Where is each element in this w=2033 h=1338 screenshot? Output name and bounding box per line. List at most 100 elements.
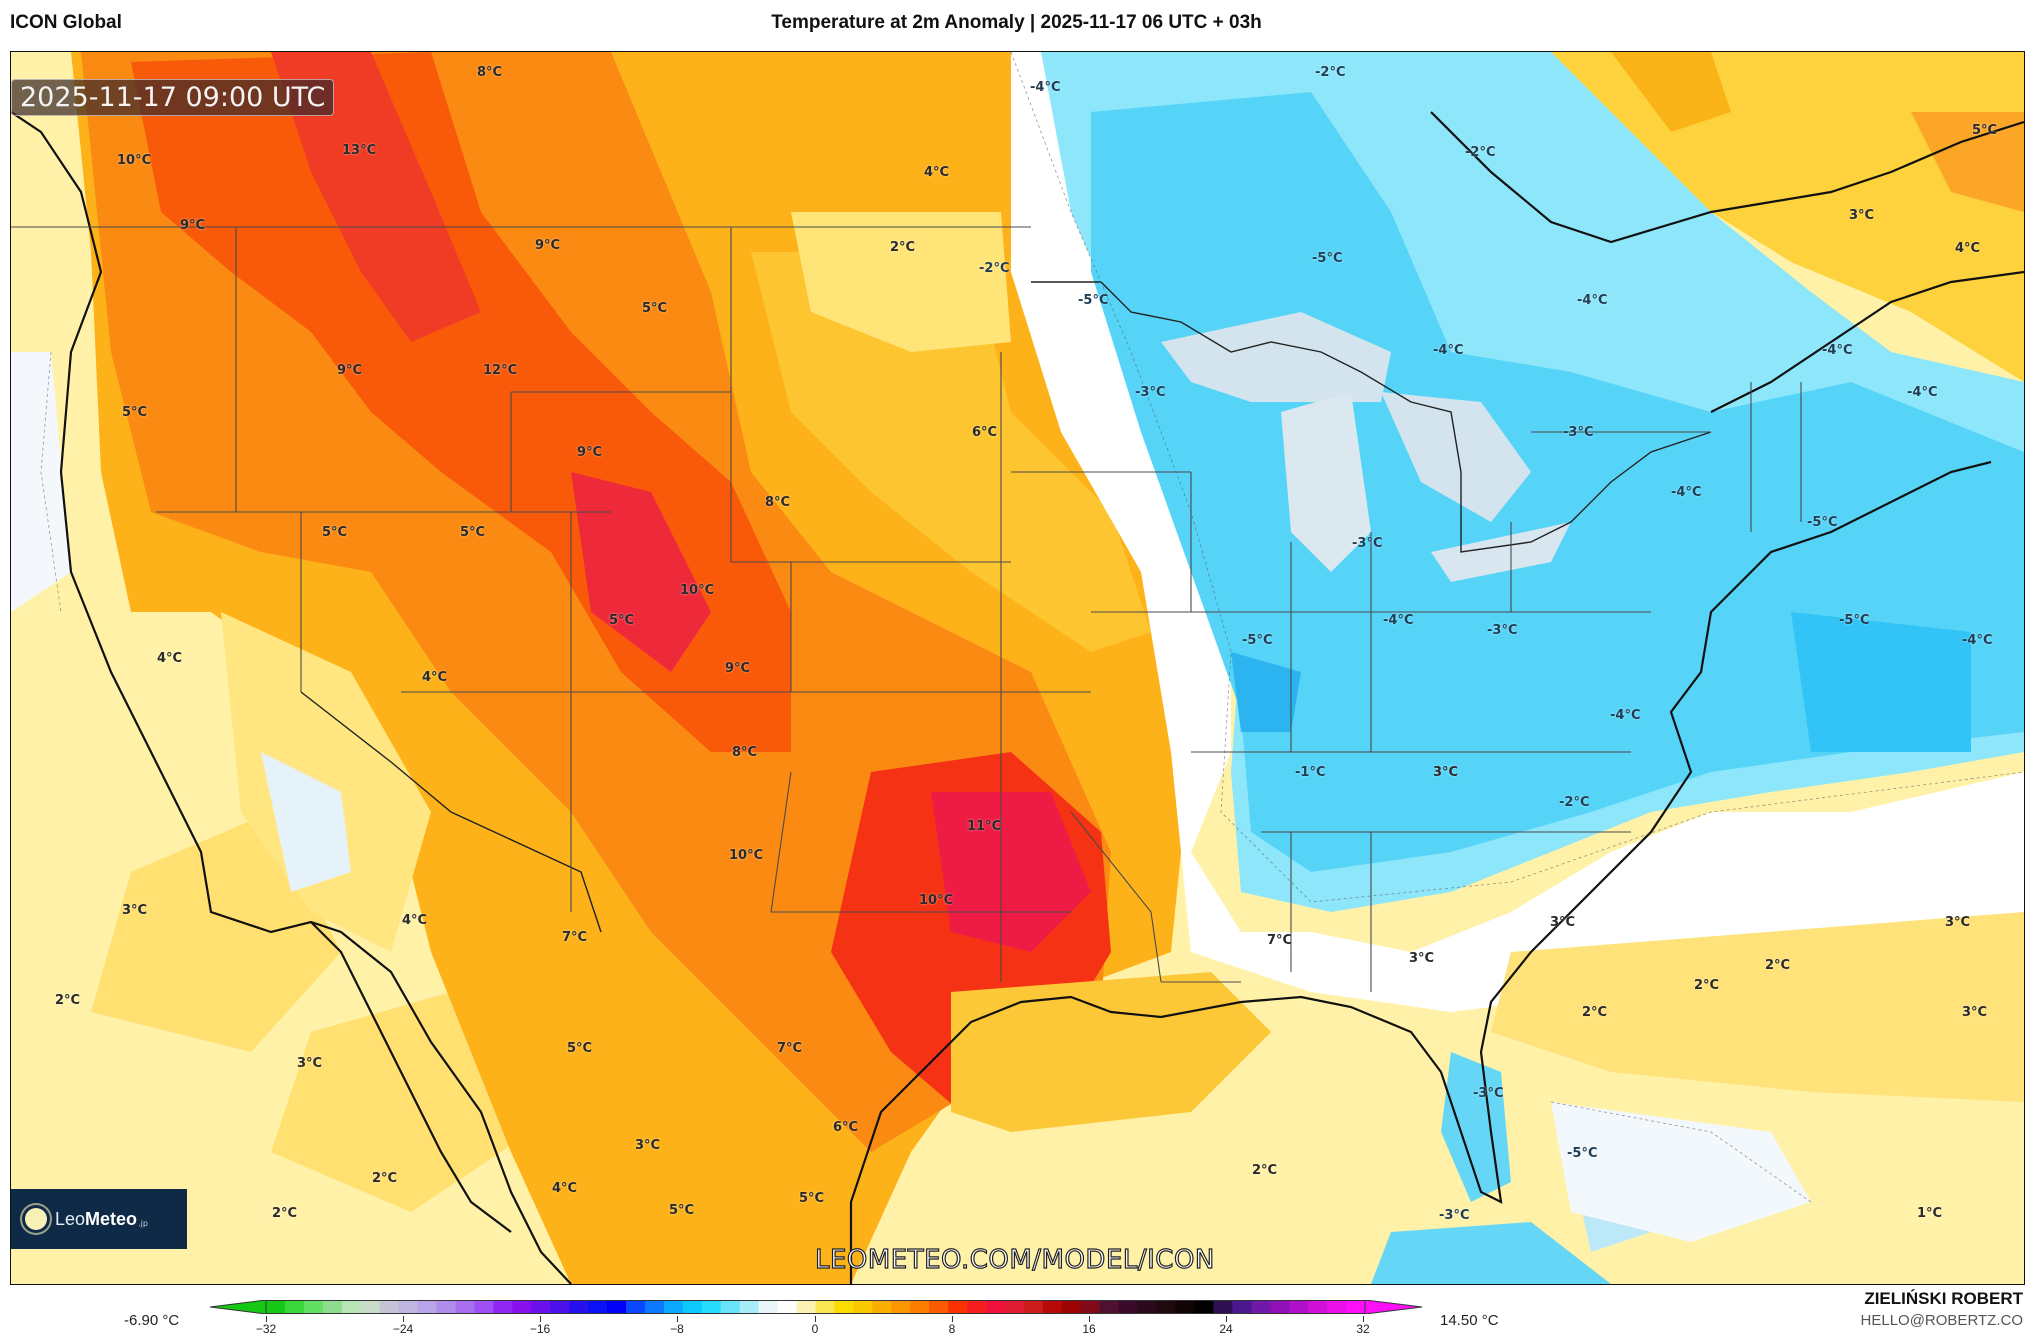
temperature-label: 2°C	[272, 1206, 298, 1221]
colorbar-tick-label: −24	[392, 1322, 414, 1336]
temperature-label: 5°C	[567, 1041, 593, 1056]
colorbar-max-arrow	[1364, 1300, 1422, 1314]
colorbar-tick	[1363, 1316, 1364, 1322]
temperature-label: -2°C	[1315, 65, 1346, 80]
colorbar-min-value: -6.90 °C	[124, 1312, 180, 1329]
colorbar-tick-label: 32	[1356, 1322, 1370, 1336]
temperature-label: 5°C	[609, 613, 635, 628]
temperature-label: -5°C	[1839, 613, 1870, 628]
temperature-label: 3°C	[635, 1138, 661, 1153]
temperature-label: 7°C	[1267, 933, 1293, 948]
author-name: ZIELIŃSKI ROBERT	[1864, 1289, 2023, 1308]
temperature-label: 5°C	[460, 525, 486, 540]
temperature-label: 10°C	[117, 153, 152, 168]
colorbar-min-arrow	[210, 1300, 267, 1314]
temperature-label: 1°C	[1917, 1206, 1943, 1221]
temperature-label: -3°C	[1563, 425, 1594, 440]
temperature-label: -4°C	[1962, 633, 1993, 648]
leometeo-logo: Leo Meteo .jp	[11, 1189, 187, 1249]
temperature-label: 6°C	[833, 1120, 859, 1135]
temperature-label: -4°C	[1610, 708, 1641, 723]
temperature-label: -2°C	[1465, 145, 1496, 160]
colorbar-tick-label: 24	[1219, 1322, 1233, 1336]
temperature-label: -4°C	[1030, 80, 1061, 95]
temperature-label: 9°C	[535, 238, 561, 253]
temperature-label: 2°C	[890, 240, 916, 255]
temperature-label: -4°C	[1577, 293, 1608, 308]
temperature-label: -1°C	[1295, 765, 1326, 780]
temperature-label: -5°C	[1807, 515, 1838, 530]
temperature-label: 9°C	[725, 661, 751, 676]
temperature-label: 3°C	[1409, 951, 1435, 966]
temperature-label: 3°C	[297, 1056, 323, 1071]
colorbar-tick	[815, 1316, 816, 1322]
temperature-label: 5°C	[1972, 123, 1998, 138]
temperature-label: 3°C	[1945, 915, 1971, 930]
sun-icon	[25, 1208, 47, 1230]
temperature-label: 13°C	[342, 143, 377, 158]
temperature-label: 10°C	[919, 893, 954, 908]
colorbar-tick	[540, 1316, 541, 1322]
temperature-label: -5°C	[1078, 293, 1109, 308]
temperature-label: 4°C	[157, 651, 183, 666]
temperature-label: 4°C	[1955, 241, 1981, 256]
watermark-url: LEOMETEO.COM/MODEL/ICON	[814, 1244, 1215, 1275]
temperature-label: 9°C	[337, 363, 363, 378]
temperature-label: 2°C	[55, 993, 81, 1008]
temperature-label: -4°C	[1822, 343, 1853, 358]
temperature-label: 6°C	[972, 425, 998, 440]
temperature-label: 8°C	[477, 65, 503, 80]
temperature-label: -4°C	[1671, 485, 1702, 500]
colorbar-tick-label: 0	[811, 1322, 819, 1336]
colorbar-tick-label: −8	[670, 1322, 684, 1336]
temperature-label: 10°C	[729, 848, 764, 863]
colorbar-tick	[952, 1316, 953, 1322]
temperature-label: 7°C	[562, 930, 588, 945]
colorbar	[210, 1300, 1422, 1314]
temperature-label: 3°C	[1550, 915, 1576, 930]
temperature-label: 4°C	[552, 1181, 578, 1196]
temperature-label: 4°C	[924, 165, 950, 180]
temperature-label: 5°C	[122, 405, 148, 420]
valid-time-badge: 2025-11-17 09:00 UTC	[11, 79, 335, 116]
temperature-label: 3°C	[1849, 208, 1875, 223]
temperature-label: -3°C	[1439, 1208, 1470, 1223]
temperature-label: -4°C	[1383, 613, 1414, 628]
author-email: HELLO@ROBERTZ.CO	[1860, 1312, 2023, 1329]
temperature-label: 4°C	[422, 670, 448, 685]
temperature-label: -4°C	[1907, 385, 1938, 400]
temperature-label: -3°C	[1473, 1086, 1504, 1101]
temperature-label: -5°C	[1242, 633, 1273, 648]
temperature-label: -3°C	[1487, 623, 1518, 638]
temperature-label: 3°C	[122, 903, 148, 918]
colorbar-max-value: 14.50 °C	[1440, 1312, 1499, 1329]
temperature-label: 11°C	[967, 819, 1002, 834]
colorbar-tick	[266, 1316, 267, 1322]
temperature-label: 2°C	[1582, 1005, 1608, 1020]
temperature-label: -2°C	[1559, 795, 1590, 810]
temperature-label: 9°C	[180, 218, 206, 233]
temperature-label: 5°C	[669, 1203, 695, 1218]
temperature-label: 5°C	[322, 525, 348, 540]
temperature-label: 2°C	[372, 1171, 398, 1186]
logo-text-light: Leo	[55, 1208, 86, 1229]
colorbar-tick	[403, 1316, 404, 1322]
temperature-label: -5°C	[1312, 251, 1343, 266]
temperature-label: 12°C	[483, 363, 518, 378]
colorbar-tick-label: −32	[255, 1322, 277, 1336]
anomaly-field	[11, 52, 2024, 1284]
temperature-label: 2°C	[1765, 958, 1791, 973]
colorbar-tick-label: 8	[948, 1322, 956, 1336]
temperature-label: 8°C	[765, 495, 791, 510]
map-title: Temperature at 2m Anomaly | 2025-11-17 0…	[771, 12, 1262, 33]
temperature-label: 3°C	[1962, 1005, 1988, 1020]
temperature-label: -3°C	[1135, 385, 1166, 400]
temperature-label: -3°C	[1352, 536, 1383, 551]
temperature-label: -4°C	[1433, 343, 1464, 358]
colorbar-tick	[1089, 1316, 1090, 1322]
colorbar-tick	[677, 1316, 678, 1322]
logo-text-bold: Meteo	[85, 1208, 138, 1229]
colorbar-tick-label: −16	[529, 1322, 551, 1336]
temperature-label: 5°C	[799, 1191, 825, 1206]
temperature-label: -2°C	[979, 261, 1010, 276]
